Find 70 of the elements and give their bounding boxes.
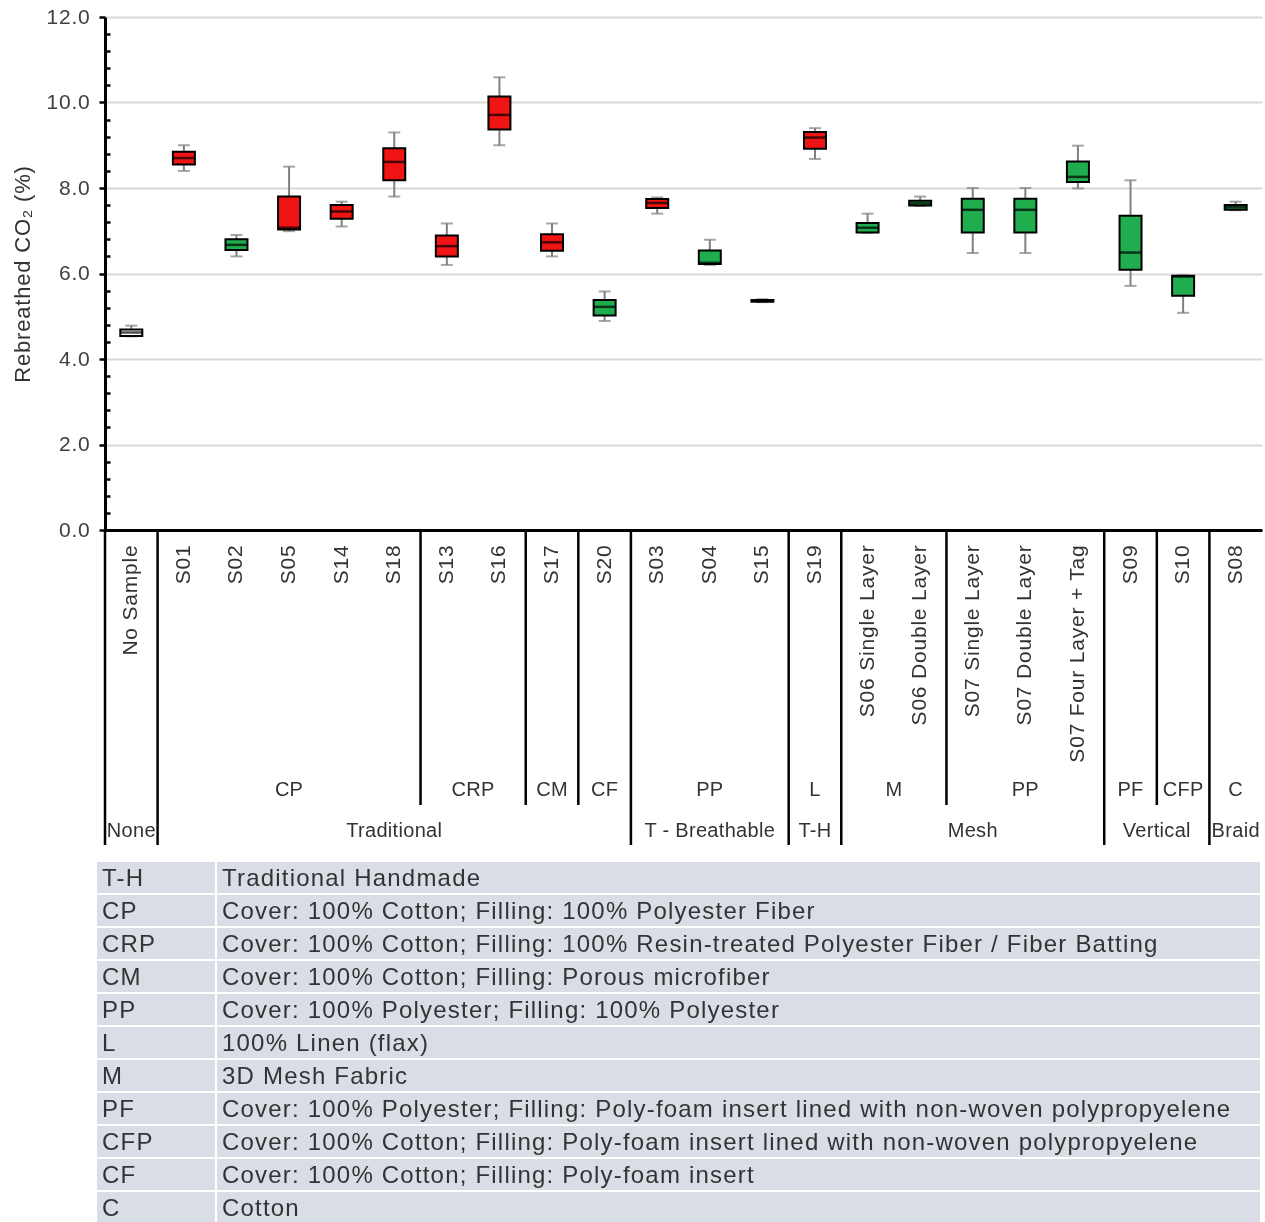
- text: Cover: 100% Cotton; Filling: 100% Resin-treated Polyester Fiber / Fiber Batting: [216, 927, 1261, 960]
- text: T-H: [96, 861, 216, 894]
- text: Cotton: [216, 1191, 1261, 1222]
- text: CFP: [1162, 778, 1204, 800]
- text: CP: [274, 778, 304, 800]
- text: M: [96, 1059, 216, 1092]
- text: CRP: [96, 927, 216, 960]
- y-tick-label: 8.0: [58, 175, 91, 199]
- x-tick-label: S20: [591, 544, 615, 585]
- text: CF: [96, 1158, 216, 1191]
- y-axis-title: Rebreathed CO₂ (%): [9, 165, 35, 383]
- text: CM: [96, 960, 216, 993]
- x-tick-label: S09: [1117, 544, 1141, 585]
- text: L: [809, 778, 821, 800]
- x-tick-label: No Sample: [118, 544, 142, 656]
- text: Cover: 100% Cotton; Filling: Poly-foam insert: [216, 1158, 1261, 1191]
- text: PF: [1117, 778, 1144, 800]
- x-tick-label: S19: [801, 544, 825, 585]
- text: C: [96, 1191, 216, 1222]
- text: CM: [536, 778, 568, 800]
- x-tick-label: S07 Single Layer: [959, 544, 983, 718]
- y-tick-label: 10.0: [46, 90, 91, 113]
- text: Braid: [1211, 819, 1260, 841]
- text: PF: [96, 1092, 216, 1125]
- text: CF: [590, 778, 619, 800]
- x-tick-label: S15: [749, 544, 773, 585]
- text: CFP: [96, 1125, 216, 1158]
- text: Cover: 100% Cotton; Filling: Poly-foam insert lined with non-woven polypropyelene: [216, 1125, 1261, 1158]
- x-tick-label: S04: [696, 544, 720, 585]
- x-tick-label: S03: [644, 544, 668, 585]
- x-tick-label: S08: [1222, 544, 1246, 585]
- text: Mesh: [947, 819, 998, 841]
- text: T-H: [798, 819, 832, 841]
- text: T - Breathable: [644, 819, 776, 841]
- y-tick-label: 12.0: [46, 4, 91, 28]
- text: 100% Linen (flax): [216, 1026, 1261, 1059]
- x-tick-label: S10: [1170, 544, 1194, 585]
- x-tick-label: S02: [223, 544, 247, 585]
- y-tick-label: 6.0: [58, 261, 91, 284]
- text: Vertical: [1122, 819, 1191, 841]
- text: PP: [696, 778, 724, 800]
- x-tick-label: S16: [486, 544, 510, 585]
- y-tick-label: 4.0: [58, 346, 91, 370]
- y-tick-label: 0.0: [58, 517, 91, 541]
- text: CP: [96, 894, 216, 927]
- x-tick-label: S13: [433, 544, 457, 585]
- text: Traditional: [346, 819, 443, 841]
- text: Cover: 100% Polyester; Filling: 100% Polyester: [216, 993, 1261, 1026]
- x-tick-label: S07 Double Layer: [1012, 544, 1036, 726]
- x-tick-label: S01: [170, 544, 194, 585]
- x-tick-label: S17: [539, 544, 563, 585]
- text: Cover: 100% Cotton; Filling: Porous microfiber: [216, 960, 1261, 993]
- x-tick-label: S06 Single Layer: [854, 544, 878, 718]
- text: Cover: 100% Polyester; Filling: Poly-foam insert lined with non-woven polypropyelene: [216, 1092, 1261, 1125]
- text: 3D Mesh Fabric: [216, 1059, 1261, 1092]
- text: Cover: 100% Cotton; Filling: 100% Polyester Fiber: [216, 894, 1261, 927]
- x-tick-label: S14: [328, 544, 352, 585]
- text: M: [885, 778, 903, 800]
- text: PP: [96, 993, 216, 1026]
- text: CRP: [451, 778, 495, 800]
- text: PP: [1011, 778, 1039, 800]
- x-tick-label: S05: [276, 544, 300, 585]
- text: None: [106, 819, 156, 841]
- text: C: [1228, 778, 1244, 800]
- x-tick-label: S18: [381, 544, 405, 585]
- x-tick-label: S07 Four Layer + Tag: [1064, 544, 1088, 763]
- x-tick-label: S06 Double Layer: [907, 544, 931, 726]
- text: Traditional Handmade: [216, 861, 1261, 894]
- text: L: [96, 1026, 216, 1059]
- y-tick-label: 2.0: [58, 432, 91, 455]
